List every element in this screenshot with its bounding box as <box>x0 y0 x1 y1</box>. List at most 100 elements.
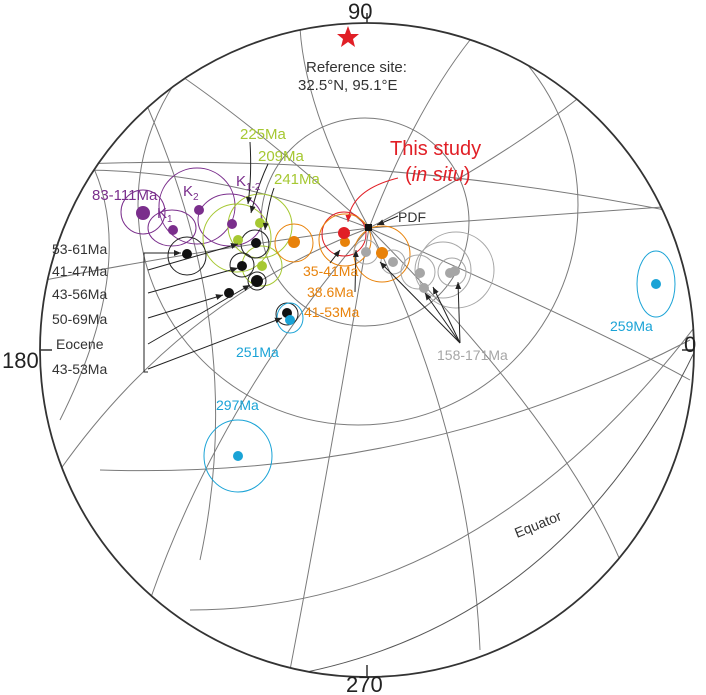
label-43-53: 43-53Ma <box>52 361 107 377</box>
label-41-47: 41-47Ma <box>52 263 107 279</box>
pole-53-61 <box>182 249 192 259</box>
leader-41-53 <box>352 249 359 293</box>
reference-site-title: Reference site: <box>306 59 407 76</box>
pole-41-53 <box>376 247 388 259</box>
left-bracket <box>143 252 150 373</box>
leader-43-56 <box>147 266 239 294</box>
grid-belt <box>59 159 110 421</box>
pole-35-41 <box>288 236 300 248</box>
grid-belt <box>99 339 691 472</box>
net-boundary <box>39 22 695 678</box>
leader-158-a <box>379 261 461 344</box>
pole-158-171-f <box>450 266 460 276</box>
leader-lines <box>143 141 462 373</box>
ellipse-297 <box>203 419 273 493</box>
pole-points <box>136 205 661 461</box>
leader-this-study <box>345 177 399 223</box>
pole-eocene <box>251 275 263 287</box>
pole-43-56 <box>237 261 247 271</box>
equator-label: Equator <box>512 507 564 540</box>
pole-251 <box>285 315 295 325</box>
leader-eocene <box>147 284 251 345</box>
leader-35-41 <box>329 249 341 264</box>
label-53-61: 53-61Ma <box>52 241 107 257</box>
label-225: 225Ma <box>240 126 287 143</box>
this-study-title: This study <box>390 138 481 160</box>
pole-297 <box>233 451 243 461</box>
label-k1: K1 <box>157 205 173 225</box>
pole-this-study <box>338 227 350 239</box>
leader-50-69 <box>147 294 224 319</box>
grid-meridian <box>299 27 370 229</box>
pole-k1 <box>168 225 178 235</box>
ellipse-158-171-c <box>400 254 436 290</box>
leader-158-c <box>455 281 462 344</box>
pole-50-69 <box>224 288 234 298</box>
leader-241 <box>262 187 275 231</box>
grid-belt <box>139 89 217 561</box>
grid-meridian <box>368 227 621 561</box>
grid-meridian <box>179 74 370 229</box>
grid-belt <box>59 161 691 216</box>
leader-41-47 <box>147 243 239 271</box>
ellipse-k1 <box>147 209 197 247</box>
pole-k2 <box>194 205 204 215</box>
ellipse-this-study <box>321 211 367 257</box>
grid-meridian <box>368 39 471 229</box>
pole-158-171-a <box>361 247 371 257</box>
label-259: 259Ma <box>610 318 653 334</box>
reference-site-coords: 32.5°N, 95.1°E <box>298 77 398 94</box>
leader-43-53 <box>147 317 283 370</box>
equator-line <box>259 339 694 677</box>
pole-k12 <box>227 219 237 229</box>
grid-meridian <box>149 227 370 601</box>
ellipse-eocene <box>247 271 267 291</box>
pole-158-171-c <box>415 268 425 278</box>
axis-label-top: 90 <box>348 0 372 24</box>
grid-meridian <box>368 227 481 651</box>
label-251: 251Ma <box>236 344 279 360</box>
grid-meridian <box>59 227 370 471</box>
leader-209 <box>249 163 269 214</box>
label-297: 297Ma <box>216 397 259 413</box>
leader-pdf <box>376 215 399 226</box>
pole-241 <box>257 261 267 271</box>
reference-star-icon <box>337 26 359 47</box>
label-43-56: 43-56Ma <box>52 286 107 302</box>
this-study-in-situ: in situ <box>412 164 464 186</box>
axis-label-left: 180 <box>2 348 39 373</box>
label-158-171: 158-171Ma <box>437 347 508 363</box>
leader-158-d <box>432 286 461 344</box>
ellipse-53-61 <box>167 236 207 276</box>
axis-label-right: 0 <box>684 332 696 357</box>
this-study-subtitle: (in situ) <box>405 164 471 186</box>
pole-259 <box>651 279 661 289</box>
ellipse-83-111 <box>120 189 166 235</box>
grid-circle-outer <box>137 23 579 426</box>
pole-225 <box>233 235 243 245</box>
ellipse-43-56 <box>229 252 255 278</box>
ellipse-158-171-f <box>437 257 467 287</box>
ellipse-158-171-d <box>414 241 472 299</box>
pole-209 <box>255 218 265 228</box>
pole-41-47 <box>251 238 261 248</box>
label-k2: K2 <box>183 183 199 203</box>
ellipse-35-41 <box>274 223 314 263</box>
grid-meridian <box>79 169 370 229</box>
pdf-label: PDF <box>398 209 426 225</box>
label-38-6: 38.6Ma <box>307 284 354 300</box>
label-41-53: 41-53Ma <box>304 304 359 320</box>
grid-meridian <box>368 204 691 229</box>
grid-meridian <box>44 227 370 281</box>
label-35-41: 35-41Ma <box>303 263 358 279</box>
pdf-marker <box>365 224 372 231</box>
ellipse-38-6 <box>318 213 372 267</box>
pole-83-111 <box>136 206 150 220</box>
label-k12: K1-2 <box>236 173 261 193</box>
leader-158-b <box>424 292 461 344</box>
axis-label-bottom: 270 <box>346 672 383 695</box>
ellipse-259 <box>636 250 676 318</box>
pole-158-171-d <box>419 283 429 293</box>
grid-meridian <box>289 227 370 671</box>
